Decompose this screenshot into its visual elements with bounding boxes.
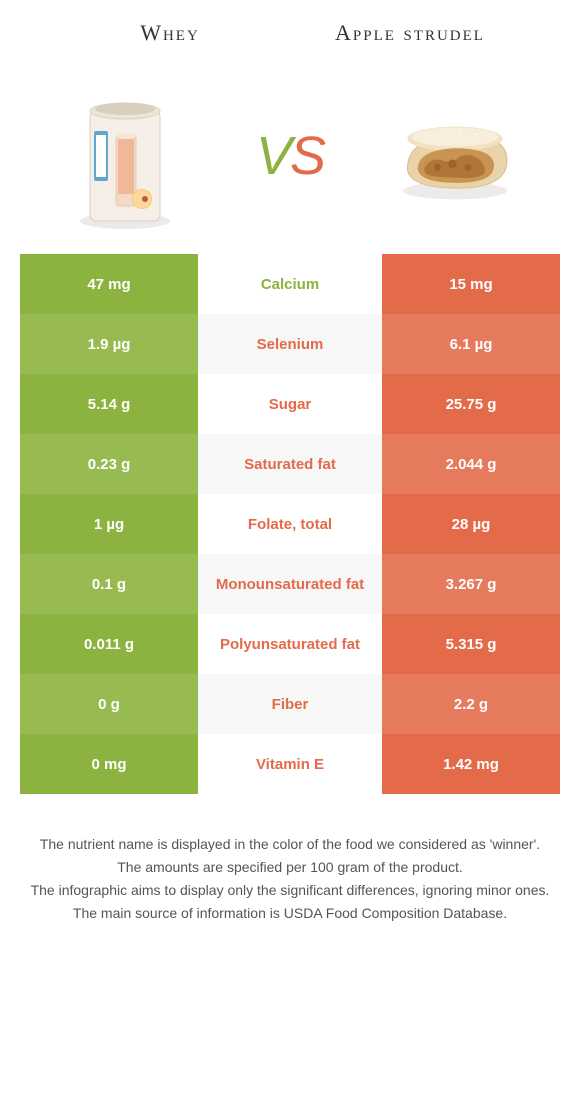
right-value: 6.1 µg bbox=[382, 314, 560, 374]
left-value: 0 g bbox=[20, 674, 198, 734]
right-value: 3.267 g bbox=[382, 554, 560, 614]
nutrient-name: Fiber bbox=[198, 674, 382, 734]
right-value: 5.315 g bbox=[382, 614, 560, 674]
left-value: 5.14 g bbox=[20, 374, 198, 434]
right-value: 2.2 g bbox=[382, 674, 560, 734]
vs-label: VS bbox=[256, 125, 324, 187]
right-value: 28 µg bbox=[382, 494, 560, 554]
whey-image bbox=[60, 81, 190, 231]
footer-line-4: The main source of information is USDA F… bbox=[24, 903, 556, 924]
nutrient-name: Folate, total bbox=[198, 494, 382, 554]
nutrient-name: Vitamin E bbox=[198, 734, 382, 794]
products-row: VS bbox=[20, 76, 560, 236]
table-row: 0 gFiber2.2 g bbox=[20, 674, 560, 734]
vs-v-letter: V bbox=[256, 126, 290, 186]
footer-notes: The nutrient name is displayed in the co… bbox=[20, 834, 560, 924]
footer-line-2: The amounts are specified per 100 gram o… bbox=[24, 857, 556, 878]
right-product-title: Apple strudel bbox=[290, 20, 530, 46]
nutrient-name: Calcium bbox=[198, 254, 382, 314]
left-value: 1 µg bbox=[20, 494, 198, 554]
footer-line-1: The nutrient name is displayed in the co… bbox=[24, 834, 556, 855]
left-value: 0.011 g bbox=[20, 614, 198, 674]
left-value: 1.9 µg bbox=[20, 314, 198, 374]
nutrient-name: Sugar bbox=[198, 374, 382, 434]
table-row: 47 mgCalcium15 mg bbox=[20, 254, 560, 314]
nutrient-table: 47 mgCalcium15 mg1.9 µgSelenium6.1 µg5.1… bbox=[20, 254, 560, 794]
table-row: 1.9 µgSelenium6.1 µg bbox=[20, 314, 560, 374]
left-value: 0.1 g bbox=[20, 554, 198, 614]
header: Whey Apple strudel bbox=[20, 20, 560, 46]
right-value: 25.75 g bbox=[382, 374, 560, 434]
table-row: 0 mgVitamin E1.42 mg bbox=[20, 734, 560, 794]
strudel-image bbox=[390, 81, 520, 231]
left-value: 47 mg bbox=[20, 254, 198, 314]
right-value: 1.42 mg bbox=[382, 734, 560, 794]
vs-s-letter: S bbox=[290, 126, 324, 186]
left-value: 0 mg bbox=[20, 734, 198, 794]
left-product-title: Whey bbox=[50, 20, 290, 46]
table-row: 0.23 gSaturated fat2.044 g bbox=[20, 434, 560, 494]
nutrient-name: Monounsaturated fat bbox=[198, 554, 382, 614]
table-row: 5.14 gSugar25.75 g bbox=[20, 374, 560, 434]
table-row: 1 µgFolate, total28 µg bbox=[20, 494, 560, 554]
nutrient-name: Saturated fat bbox=[198, 434, 382, 494]
table-row: 0.011 gPolyunsaturated fat5.315 g bbox=[20, 614, 560, 674]
table-row: 0.1 gMonounsaturated fat3.267 g bbox=[20, 554, 560, 614]
footer-line-3: The infographic aims to display only the… bbox=[24, 880, 556, 901]
right-value: 2.044 g bbox=[382, 434, 560, 494]
left-value: 0.23 g bbox=[20, 434, 198, 494]
nutrient-name: Polyunsaturated fat bbox=[198, 614, 382, 674]
nutrient-name: Selenium bbox=[198, 314, 382, 374]
right-value: 15 mg bbox=[382, 254, 560, 314]
